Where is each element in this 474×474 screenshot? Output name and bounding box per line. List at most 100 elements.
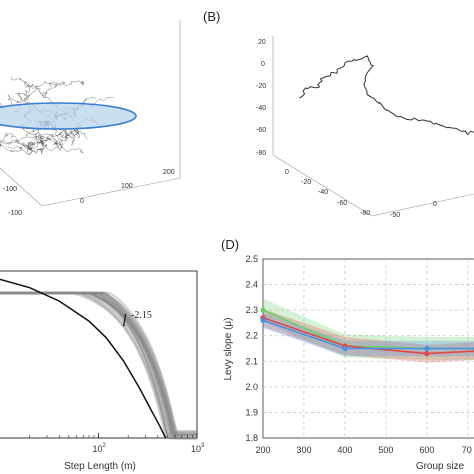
panel-a-tick-y-0: -100	[3, 186, 17, 193]
panel-b-tick-y-4: -80	[360, 210, 370, 217]
panel-d-point-blue	[342, 345, 348, 352]
panel-b: (B) 20 0 -20 -40 -60 -80 0 -20 -40 -60 -…	[203, 9, 474, 219]
panel-a-tick-x-2: 200	[163, 169, 175, 176]
panel-b-tick-x-0: -50	[390, 212, 400, 219]
panel-c-fit-curve	[0, 278, 167, 439]
panel-b-tick-z-1: 0	[261, 61, 265, 68]
panel-c-sample-curve	[0, 291, 197, 440]
panel-a-tick-x-1: 100	[121, 183, 133, 190]
panel-d-band-green	[263, 298, 474, 360]
panel-d-band-blue	[263, 312, 474, 357]
panel-d-xtick-label: 300	[296, 445, 311, 455]
panel-b-tick-y-2: -40	[318, 189, 328, 196]
panel-d-xtick-label: 500	[378, 445, 393, 455]
panel-a-trajectory	[15, 80, 84, 96]
panel-d-ytick-label: 2.2	[245, 331, 258, 341]
panel-c-sample-curve	[0, 291, 197, 440]
panel-a-tick-y-1: -100	[8, 210, 22, 217]
panel-c-sample-curve	[0, 291, 197, 440]
panel-d-yticks: 1.8 1.9 2.0 2.1 2.2 2.3 2.4 2.5	[245, 254, 258, 443]
panel-a-tick-x-0: 0	[80, 198, 84, 205]
panel-b-tick-z-2: -20	[256, 83, 266, 90]
panel-c: 102 103 l -2.15 Step Length (m)	[0, 270, 205, 472]
panel-d-xtick-label: 200	[255, 445, 270, 455]
panel-c-sample-curve	[0, 291, 197, 433]
panel-b-trajectory	[299, 55, 474, 136]
panel-c-sample-curve	[0, 291, 197, 440]
panel-b-label: (B)	[203, 9, 220, 24]
panel-c-sample-curve	[0, 291, 197, 440]
panel-b-frame	[272, 36, 474, 217]
panel-b-tick-x-1: 0	[433, 201, 437, 208]
panel-b-tick-z-5: -80	[256, 150, 266, 157]
panel-c-annotation: l -2.15	[122, 310, 152, 330]
panel-d-label: (D)	[221, 237, 239, 252]
panel-b-tick-y-1: -20	[301, 179, 311, 186]
panel-b-tick-z-4: -60	[256, 127, 266, 134]
panel-b-ticks-x: -50 0	[390, 201, 437, 219]
panel-d-xtick-label: 400	[337, 445, 352, 455]
panel-c-sample-curve	[0, 291, 197, 440]
panel-c-sample-curve	[0, 291, 197, 440]
panel-d-point-blue	[260, 317, 266, 323]
panel-a-trajectory	[1, 133, 84, 154]
panel-d-ytick-label: 2.1	[245, 356, 258, 366]
panel-c-sample-curve	[0, 291, 197, 436]
panel-c-sample-curve	[0, 291, 197, 440]
panel-c-sample-curve	[0, 291, 197, 440]
panel-c-sample-curve	[0, 291, 197, 440]
panel-d-xtick-label: 600	[419, 445, 434, 455]
panel-a-axis-ticks: -100 -100 0 100 200	[3, 169, 175, 217]
panel-c-sample-curve	[0, 291, 197, 439]
panel-c-sample-curve	[0, 291, 197, 436]
panel-d-point-blue	[424, 345, 430, 352]
panel-b-tick-z-3: -40	[256, 105, 266, 112]
panel-c-sample-curve	[0, 291, 197, 436]
panel-c-xlabel: Step Length (m)	[64, 461, 136, 472]
panel-c-xtick-label: 102	[93, 443, 107, 454]
panel-d-ytick-label: 2.4	[245, 280, 258, 290]
panel-d-ylabel: Levy slope (μ)	[223, 317, 234, 380]
panel-d-xtick-label: 70	[462, 445, 472, 455]
panel-a-frame	[0, 20, 181, 207]
panel-d-line-red	[262, 317, 474, 355]
panel-d-xlabel: Group size	[416, 461, 465, 472]
panel-d-ytick-label: 1.9	[245, 407, 258, 417]
panel-b-tick-y-0: 0	[285, 169, 289, 176]
panel-c-xticks: 102 103	[29, 433, 205, 454]
panel-c-annotation-exp: -2.15	[131, 310, 152, 321]
panel-c-plot-area	[0, 270, 198, 439]
panel-c-sample-curve	[0, 291, 197, 437]
panel-d-ytick-label: 2.5	[245, 254, 258, 264]
panel-d: (D) 1.8 1.9 2.0 2.1 2.2 2.3 2.4 2.5 200 300 400 50…	[221, 237, 474, 472]
panel-c-annotation-base: l	[122, 311, 127, 330]
panel-c-sample-band	[0, 291, 197, 440]
panel-d-ytick-label: 1.8	[245, 433, 258, 443]
panel-c-sample-curve	[0, 291, 197, 440]
panel-c-sample-curve	[0, 291, 197, 433]
panel-d-point-green	[260, 307, 266, 313]
panel-c-sample-curve	[0, 291, 197, 437]
panel-a-trajectory	[2, 132, 45, 154]
panel-d-point-red	[424, 351, 430, 357]
panel-c-xtick-label: 103	[191, 443, 205, 454]
panel-c-sample-curve	[0, 291, 197, 440]
panel-b-ticks-y: 0 -20 -40 -60 -80	[285, 169, 370, 217]
panel-d-ytick-label: 2.3	[245, 305, 258, 315]
panel-c-sample-curve	[0, 291, 197, 440]
panel-a: -100 -100 0 100 200	[0, 20, 181, 217]
panel-a-trajectory	[0, 125, 81, 148]
panel-c-sample-curve	[0, 291, 197, 434]
panel-d-ytick-label: 2.0	[245, 382, 258, 392]
panel-c-sample-curve	[0, 291, 197, 440]
panel-d-lines	[260, 307, 474, 357]
panel-b-ticks-z: 20 0 -20 -40 -60 -80	[256, 39, 266, 157]
panel-a-trajectory	[0, 81, 65, 108]
panel-b-tick-z-0: 20	[258, 39, 266, 46]
panel-b-tick-y-3: -60	[337, 200, 347, 207]
panel-d-line-blue	[262, 319, 474, 350]
panel-c-sample-curve	[0, 291, 197, 435]
panel-d-xticks: 200 300 400 500 600 70	[255, 445, 471, 455]
panel-a-ellipse	[0, 102, 137, 130]
